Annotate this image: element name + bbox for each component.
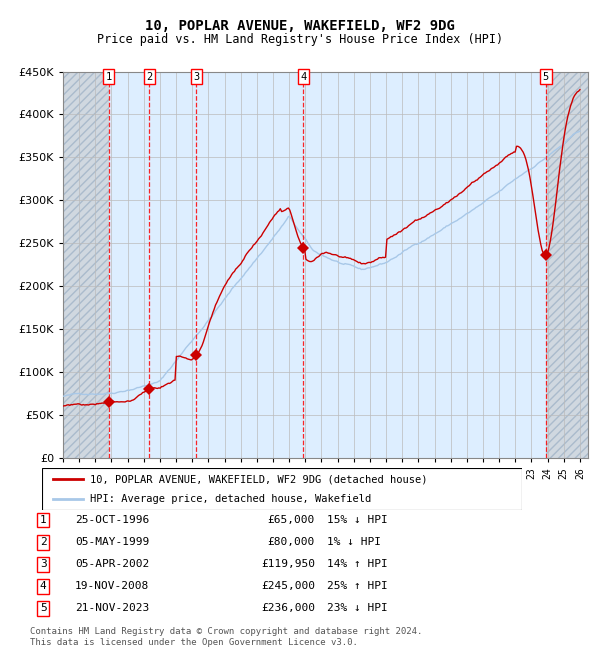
Text: 4: 4 (300, 72, 307, 81)
Text: HPI: Average price, detached house, Wakefield: HPI: Average price, detached house, Wake… (90, 494, 371, 504)
Text: 5: 5 (543, 72, 549, 81)
Text: 25-OCT-1996: 25-OCT-1996 (75, 515, 149, 525)
Text: 5: 5 (40, 603, 47, 614)
Text: 2: 2 (40, 537, 47, 547)
Text: £119,950: £119,950 (261, 559, 315, 569)
Text: £236,000: £236,000 (261, 603, 315, 614)
Text: 4: 4 (40, 581, 47, 592)
Text: 3: 3 (40, 559, 47, 569)
Text: 10, POPLAR AVENUE, WAKEFIELD, WF2 9DG (detached house): 10, POPLAR AVENUE, WAKEFIELD, WF2 9DG (d… (90, 474, 427, 484)
Text: 14% ↑ HPI: 14% ↑ HPI (327, 559, 388, 569)
Text: 3: 3 (193, 72, 200, 81)
Text: 2: 2 (146, 72, 152, 81)
Text: 15% ↓ HPI: 15% ↓ HPI (327, 515, 388, 525)
Text: 25% ↑ HPI: 25% ↑ HPI (327, 581, 388, 592)
Text: 23% ↓ HPI: 23% ↓ HPI (327, 603, 388, 614)
Text: £245,000: £245,000 (261, 581, 315, 592)
Text: Price paid vs. HM Land Registry's House Price Index (HPI): Price paid vs. HM Land Registry's House … (97, 32, 503, 46)
Text: 05-APR-2002: 05-APR-2002 (75, 559, 149, 569)
Text: Contains HM Land Registry data © Crown copyright and database right 2024.
This d: Contains HM Land Registry data © Crown c… (30, 627, 422, 647)
Text: 19-NOV-2008: 19-NOV-2008 (75, 581, 149, 592)
Text: 1% ↓ HPI: 1% ↓ HPI (327, 537, 381, 547)
Text: 10, POPLAR AVENUE, WAKEFIELD, WF2 9DG: 10, POPLAR AVENUE, WAKEFIELD, WF2 9DG (145, 19, 455, 33)
FancyBboxPatch shape (42, 468, 522, 510)
Text: 21-NOV-2023: 21-NOV-2023 (75, 603, 149, 614)
Text: £65,000: £65,000 (268, 515, 315, 525)
Text: 05-MAY-1999: 05-MAY-1999 (75, 537, 149, 547)
Text: 1: 1 (106, 72, 112, 81)
Text: £80,000: £80,000 (268, 537, 315, 547)
Text: 1: 1 (40, 515, 47, 525)
